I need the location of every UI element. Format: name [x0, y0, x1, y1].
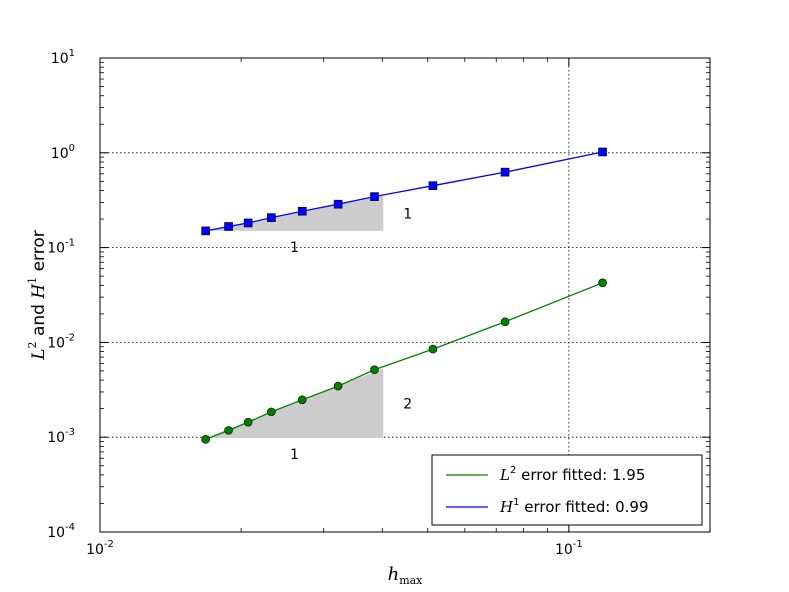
- y-tick-label: 10-4: [47, 522, 75, 541]
- data-point-h1: [224, 222, 233, 231]
- data-point-h1: [428, 181, 438, 190]
- data-point-l2: [333, 381, 343, 391]
- data-point-h1: [297, 206, 307, 216]
- data-point-l2: [500, 317, 510, 327]
- y-tick-label: 101: [51, 48, 75, 67]
- data-point-h1: [500, 167, 510, 177]
- data-point-l2: [224, 426, 233, 435]
- x-axis-label: hmax: [388, 564, 424, 587]
- y-tick-label: 10-2: [47, 332, 75, 351]
- slope-triangles: 1 2 1 1: [205, 196, 412, 463]
- tick-layer: 10-2 10-1 10-4 10-3 10-2 10-1 100 101: [47, 48, 710, 558]
- x-tick-label: 10-1: [555, 539, 583, 558]
- data-point-l2: [428, 344, 438, 354]
- triangle-run-label: 1: [290, 240, 299, 256]
- plot-frame: [99, 57, 711, 533]
- series-line-l2: [205, 282, 603, 440]
- legend-box: [431, 454, 703, 526]
- legend-entry-h1: H1 error fitted: 0.99: [499, 497, 649, 516]
- data-point-l2: [370, 365, 379, 375]
- y-tick-label: 100: [51, 143, 75, 162]
- series-layer: [201, 147, 607, 444]
- axis-labels: hmax L2 and H1 error: [26, 230, 423, 587]
- data-point-h1: [598, 147, 607, 157]
- y-tick-label: 10-3: [47, 427, 75, 446]
- triangle-run-label: 1: [290, 447, 299, 463]
- triangle-rise-label: 1: [403, 206, 412, 222]
- y-tick-label: 10-1: [47, 238, 75, 257]
- y-axis-label: L2 and H1 error: [26, 230, 49, 360]
- data-point-l2: [297, 395, 307, 405]
- x-tick-label: 10-2: [86, 539, 114, 558]
- data-point-h1: [333, 199, 343, 209]
- legend-entry-l2: L2 error fitted: 1.95: [499, 465, 645, 484]
- data-point-l2: [267, 407, 276, 417]
- series-line-h1: [205, 151, 603, 232]
- legend: L2 error fitted: 1.95 H1 error fitted: 0.…: [431, 454, 703, 526]
- triangle-rise-label: 2: [403, 396, 412, 412]
- data-point-h1: [243, 218, 253, 228]
- data-point-l2: [201, 435, 210, 444]
- data-point-h1: [267, 213, 276, 222]
- data-point-h1: [201, 226, 210, 236]
- data-point-h1: [370, 192, 379, 201]
- grid-lines: [100, 58, 710, 532]
- data-point-l2: [598, 278, 607, 288]
- data-point-l2: [243, 417, 253, 427]
